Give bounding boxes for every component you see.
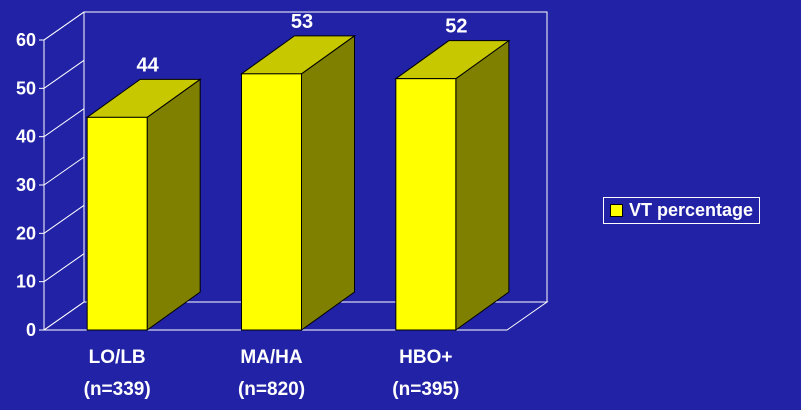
x-category-label: (n=395)	[392, 379, 459, 400]
bar-0: 44	[85, 54, 202, 331]
x-axis-categories: LO/LB (n=339) MA/HA (n=820) HBO+ (n=395)	[84, 347, 460, 400]
y-tick-depth-line	[43, 59, 85, 89]
y-axis-ticks: 0 10 20 30 40 50 60	[16, 11, 85, 340]
y-tick-depth-line	[43, 156, 85, 186]
bar-front	[86, 116, 148, 331]
y-tick-depth-line	[43, 253, 85, 283]
bar-side	[455, 39, 510, 331]
bar-front	[241, 73, 302, 331]
x-category-label: (n=339)	[84, 379, 151, 400]
y-tick-depth-line	[43, 11, 85, 41]
bar-front	[395, 78, 457, 331]
y-tick-label: 0	[26, 320, 36, 340]
x-category-label: HBO+	[399, 347, 452, 368]
y-tick-label: 30	[16, 175, 36, 195]
y-tick-depth-line	[43, 108, 85, 138]
legend-label: VT percentage	[629, 200, 754, 220]
x-category-label: MA/HA	[240, 347, 303, 368]
y-tick-label: 10	[16, 272, 36, 292]
bar-1: 53	[239, 11, 357, 331]
bars: 44 53 52	[85, 11, 511, 331]
y-tick-depth-line	[43, 204, 85, 234]
y-tick-depth-line	[43, 301, 85, 331]
x-category-label: (n=820)	[238, 379, 305, 400]
bar-side	[146, 78, 201, 331]
bar-value-label: 44	[137, 54, 160, 76]
legend-swatch	[610, 204, 623, 217]
x-category-label: LO/LB	[89, 347, 146, 368]
y-tick-label: 60	[16, 30, 36, 50]
y-tick-label: 40	[16, 127, 36, 147]
bar-2: 52	[394, 16, 511, 331]
y-tick-label: 20	[16, 223, 36, 243]
y-tick-label: 50	[16, 78, 36, 98]
bar-value-label: 52	[445, 16, 467, 38]
bar-side	[301, 34, 355, 331]
bar-value-label: 53	[291, 11, 313, 33]
legend: VT percentage	[603, 197, 761, 224]
